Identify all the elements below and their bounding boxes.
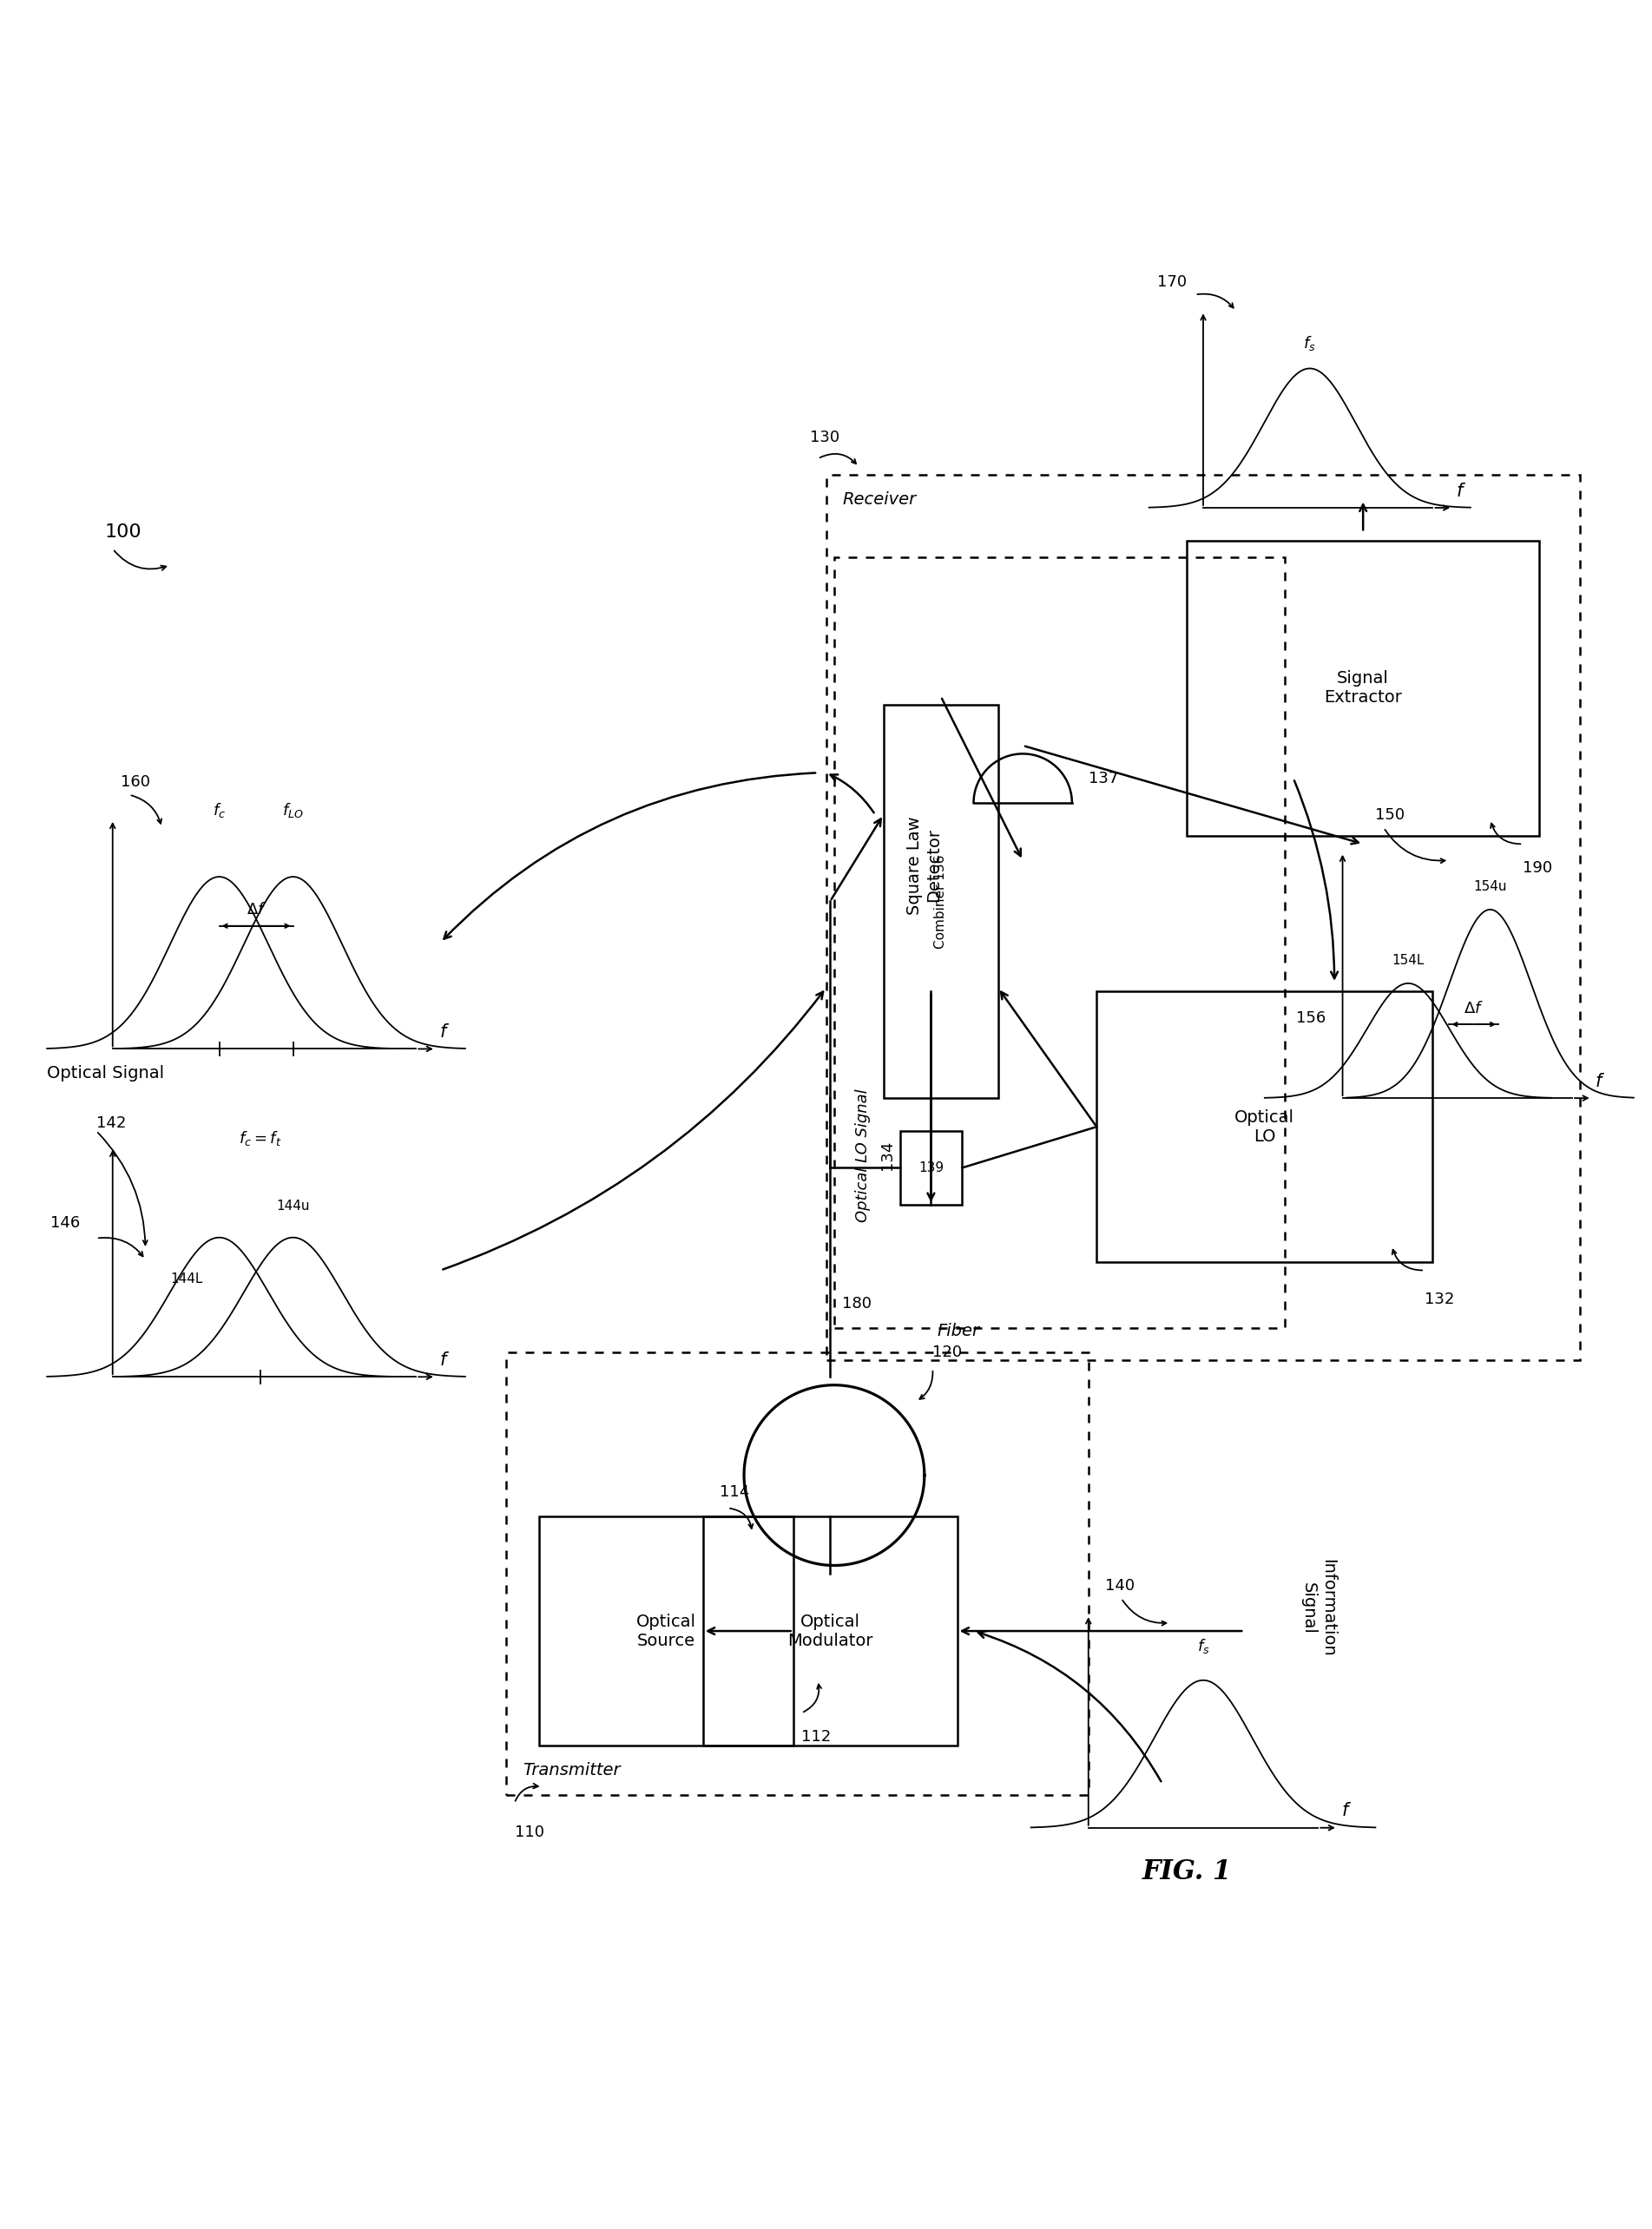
Text: Signal
Extractor: Signal Extractor (1323, 671, 1403, 707)
Text: $f_c=f_t$: $f_c=f_t$ (240, 1130, 282, 1148)
Text: 150: 150 (1376, 807, 1404, 823)
Bar (826, 475, 1581, 1360)
Text: $f_s$: $f_s$ (1196, 1638, 1209, 1656)
Text: Combiner 136: Combiner 136 (935, 854, 947, 947)
Text: Receiver: Receiver (843, 490, 917, 508)
Text: $f_s$: $f_s$ (1303, 334, 1317, 352)
Text: Fiber: Fiber (938, 1322, 980, 1340)
Text: 144L: 144L (170, 1273, 203, 1286)
Bar (884, 704, 998, 1099)
Text: 144u: 144u (276, 1199, 309, 1213)
Text: $f$: $f$ (1341, 1803, 1351, 1819)
Text: Optical Signal: Optical Signal (46, 1065, 164, 1081)
Text: $\Delta f$: $\Delta f$ (246, 903, 266, 918)
Text: 190: 190 (1523, 860, 1553, 876)
Text: Optical
LO: Optical LO (1234, 1110, 1295, 1146)
Text: 140: 140 (1105, 1578, 1135, 1594)
Text: 100: 100 (104, 524, 142, 542)
Text: Optical
Modulator: Optical Modulator (788, 1614, 872, 1649)
Text: 154u: 154u (1474, 880, 1507, 894)
Text: 160: 160 (121, 773, 150, 789)
Bar (1097, 992, 1432, 1262)
Text: $f$: $f$ (439, 1351, 449, 1369)
Text: Optical
Source: Optical Source (636, 1614, 695, 1649)
Text: 142: 142 (96, 1114, 126, 1130)
Text: Information
Signal: Information Signal (1300, 1558, 1336, 1656)
Text: 137: 137 (1089, 771, 1118, 787)
Text: 120: 120 (933, 1344, 961, 1360)
Text: 156: 156 (1297, 1010, 1327, 1025)
Bar (900, 1130, 961, 1204)
Text: $f_c$: $f_c$ (213, 800, 226, 820)
Text: 170: 170 (1156, 274, 1186, 290)
Text: $f$: $f$ (1596, 1072, 1606, 1090)
Text: 180: 180 (843, 1295, 872, 1311)
Bar (834, 557, 1285, 1328)
Text: $\Delta f$: $\Delta f$ (1464, 1001, 1483, 1016)
Bar (539, 1516, 793, 1745)
Text: $f$: $f$ (1455, 481, 1465, 499)
Text: 154L: 154L (1393, 954, 1424, 967)
Text: 132: 132 (1424, 1291, 1454, 1306)
Bar (704, 1516, 957, 1745)
Text: FIG. 1: FIG. 1 (1142, 1859, 1232, 1886)
Text: Square Law
Detector: Square Law Detector (907, 816, 942, 914)
Text: 130: 130 (809, 430, 839, 446)
Bar (506, 1353, 1089, 1794)
Bar (1186, 542, 1540, 836)
Text: Optical LO Signal: Optical LO Signal (854, 1088, 871, 1221)
Text: 112: 112 (801, 1730, 831, 1745)
Text: 139: 139 (919, 1161, 943, 1175)
Text: $f$: $f$ (439, 1023, 449, 1041)
Text: $f_{LO}$: $f_{LO}$ (282, 800, 304, 820)
Text: Transmitter: Transmitter (522, 1763, 620, 1779)
Text: 114: 114 (719, 1485, 748, 1500)
Text: 146: 146 (50, 1215, 79, 1230)
Text: 134: 134 (879, 1141, 895, 1170)
Text: 110: 110 (514, 1826, 544, 1841)
